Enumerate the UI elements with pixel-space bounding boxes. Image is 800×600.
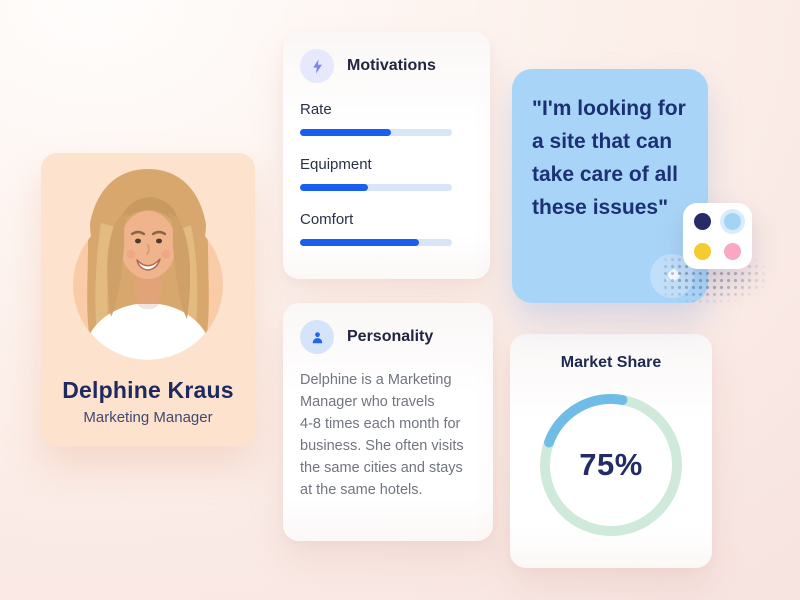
motivation-label: Comfort (300, 211, 354, 228)
persona-card: Delphine Kraus Marketing Manager (41, 153, 255, 446)
market-share-title: Market Share (560, 354, 662, 371)
progress-fill (300, 184, 369, 191)
motivations-card: Motivations Rate Equipment Comfort (283, 32, 490, 279)
progress-track (300, 184, 452, 191)
quote-text: "I'm looking for a site that can take ca… (532, 97, 686, 219)
motivation-row: Equipment (300, 156, 473, 191)
persona-name: Delphine Kraus (62, 377, 234, 403)
color-swatch-pink[interactable] (724, 242, 741, 260)
persona-avatar (73, 169, 223, 360)
motivation-row: Rate (300, 101, 473, 136)
progress-track (300, 239, 452, 246)
motivation-label: Equipment (300, 156, 372, 173)
personality-card: Personality Delphine is a Marketing Mana… (283, 303, 493, 541)
motivations-rows: Rate Equipment Comfort (300, 101, 473, 246)
market-share-card: Market Share 75% (510, 334, 712, 568)
progress-track (300, 129, 452, 136)
color-palette-card (683, 203, 752, 269)
motivations-header: Motivations (300, 49, 473, 83)
quote-card: "I'm looking for a site that can take ca… (512, 69, 708, 303)
color-swatch-yellow[interactable] (694, 242, 711, 260)
motivation-label: Rate (300, 101, 332, 118)
donut-chart: 75% (531, 385, 691, 545)
lightning-icon (300, 49, 334, 83)
color-swatch-light-blue[interactable] (724, 212, 741, 230)
donut-value: 75% (579, 447, 643, 482)
motivations-title: Motivations (347, 57, 436, 74)
color-swatch-navy[interactable] (694, 212, 711, 230)
progress-fill (300, 239, 419, 246)
personality-body: Delphine is a Marketing Manager who trav… (300, 372, 464, 498)
personality-title: Personality (347, 328, 434, 345)
person-icon (300, 320, 334, 354)
persona-role: Marketing Manager (83, 409, 213, 426)
motivation-row: Comfort (300, 211, 473, 246)
personality-header: Personality (300, 320, 476, 354)
progress-fill (300, 129, 392, 136)
